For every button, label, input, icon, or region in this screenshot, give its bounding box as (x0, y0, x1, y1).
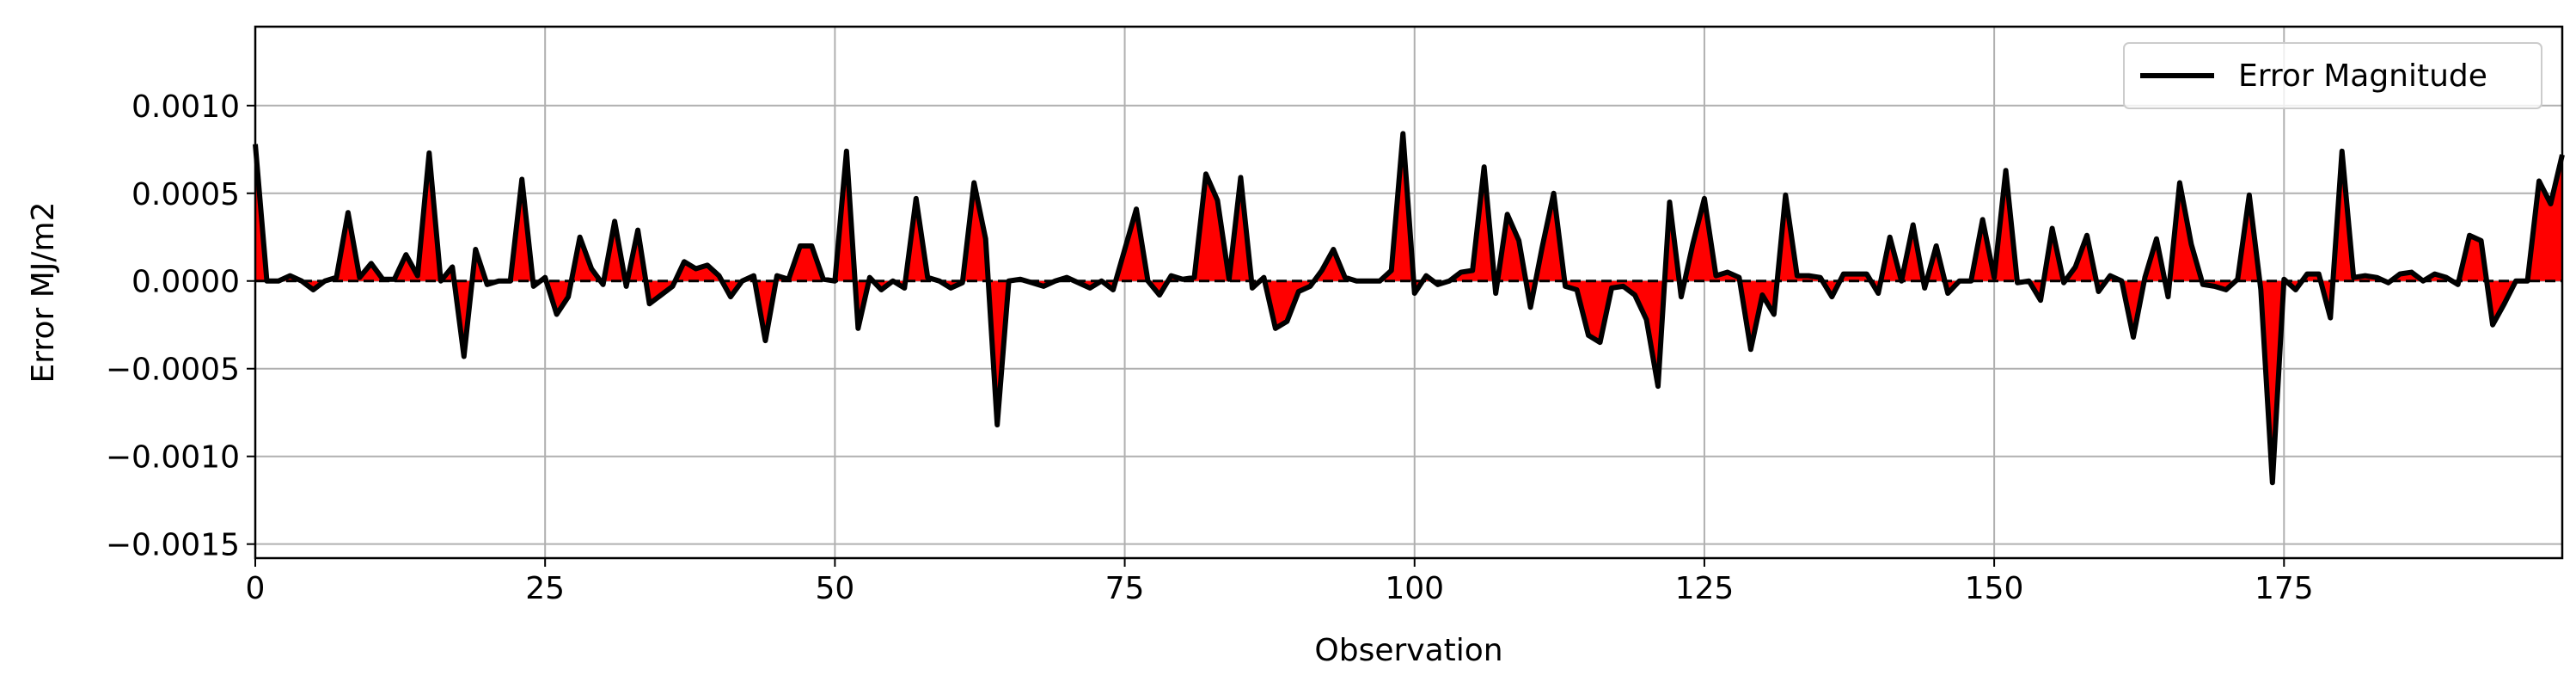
y-tick-label: −0.0015 (106, 528, 240, 563)
error-magnitude-series (253, 131, 2565, 486)
x-tick-label: 100 (1385, 571, 1444, 606)
y-axis-label: Error MJ/m2 (26, 202, 61, 384)
x-tick-label: 175 (2255, 571, 2314, 606)
legend: Error Magnitude (2123, 42, 2542, 109)
legend-label: Error Magnitude (2238, 58, 2487, 94)
y-tick-label: 0.0000 (132, 265, 240, 300)
x-tick-label: 125 (1675, 571, 1735, 606)
x-tick-label: 150 (1965, 571, 2024, 606)
y-axis-ticks: −0.0015 −0.0010 −0.0005 0.0000 0.0005 0.0010 (106, 89, 255, 563)
legend-box (2123, 42, 2542, 109)
x-tick-label: 75 (1105, 571, 1145, 606)
x-tick-label: 50 (815, 571, 854, 606)
y-tick-label: 0.0010 (132, 89, 240, 125)
x-axis-ticks: 0 25 50 75 100 125 150 175 (246, 558, 2314, 606)
y-tick-label: −0.0010 (106, 440, 240, 476)
error-magnitude-line (253, 131, 2565, 486)
y-tick-label: 0.0005 (132, 177, 240, 212)
grid (254, 27, 2562, 558)
x-tick-label: 25 (525, 571, 565, 606)
x-tick-label: 0 (246, 571, 266, 606)
plot-frame (254, 25, 2564, 560)
x-axis-label: Observation (1314, 633, 1502, 668)
y-tick-label: −0.0005 (106, 353, 240, 388)
